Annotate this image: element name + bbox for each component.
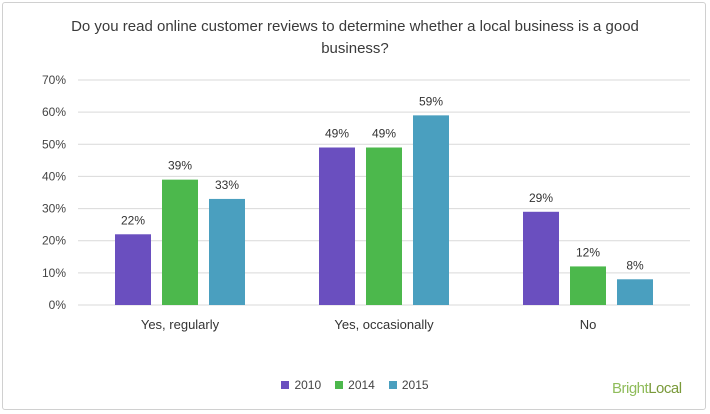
x-category-label: Yes, regularly	[141, 317, 220, 332]
legend-item: 2010	[281, 378, 321, 392]
y-tick-label: 0%	[49, 298, 67, 312]
y-tick-label: 70%	[42, 73, 66, 87]
chart-title: Do you read online customer reviews to d…	[71, 18, 639, 57]
data-label: 12%	[576, 245, 600, 259]
bar	[523, 211, 559, 305]
y-tick-label: 60%	[42, 105, 66, 119]
data-label: 39%	[168, 159, 192, 173]
legend-swatch	[388, 381, 397, 389]
legend-swatch	[281, 381, 290, 389]
data-label: 8%	[626, 258, 644, 272]
data-label: 49%	[372, 127, 396, 141]
bar	[319, 147, 355, 305]
data-label: 29%	[529, 191, 553, 205]
bar	[413, 115, 449, 305]
y-tick-label: 40%	[42, 169, 66, 183]
bar	[162, 179, 198, 305]
legend-label: 2015	[401, 378, 429, 392]
data-label: 49%	[325, 127, 349, 141]
chart-legend: 2010 2014 2015	[0, 378, 710, 392]
bar	[209, 198, 245, 305]
data-label: 22%	[121, 213, 145, 227]
bar	[617, 279, 653, 305]
legend-item: 2015	[388, 378, 429, 392]
y-tick-label: 30%	[42, 202, 66, 216]
x-category-label: Yes, occasionally	[334, 317, 434, 332]
bar	[115, 234, 151, 305]
legend-label: 2014	[348, 378, 375, 392]
legend-item: 2014	[335, 378, 375, 392]
y-tick-label: 50%	[42, 137, 66, 151]
legend-label: 2010	[294, 378, 322, 392]
y-tick-label: 20%	[42, 234, 66, 248]
bar	[366, 147, 402, 305]
x-category-label: No	[580, 317, 597, 332]
data-label: 59%	[419, 94, 443, 108]
brightlocal-logo: BrightLocal	[612, 380, 682, 397]
data-label: 33%	[215, 178, 239, 192]
y-tick-label: 10%	[42, 266, 66, 280]
legend-swatch	[335, 381, 344, 389]
bar	[570, 266, 606, 305]
